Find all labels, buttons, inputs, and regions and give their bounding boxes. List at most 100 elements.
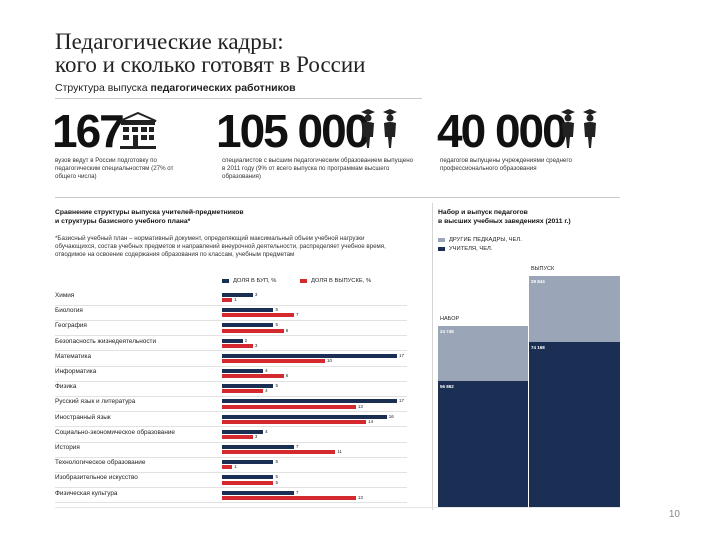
stack-value-teachers: 56 862 [440,383,454,389]
row-separator [55,304,407,306]
comparison-note: *Базисный учебный план – нормативный док… [55,235,386,258]
title-divider [55,98,422,99]
bar-value-label: 5 [275,479,278,485]
bar-value-label: 5 [275,383,278,389]
legend-swatch-red [300,279,307,283]
bar-bup [222,369,264,373]
bar-value-label: 2 [244,337,248,343]
bar-value-label: 6 [285,327,289,333]
vertical-divider [432,203,433,510]
stack-segment-teachers [529,342,620,507]
bar-value-label: 3 [254,342,258,348]
bar-graduation [222,328,284,333]
stat-desc-graduates: специалистов с высшим педагогическим обр… [222,157,414,180]
bar-graduation [222,343,253,348]
bar-graduation [222,359,325,363]
bar-value-label: 7 [296,312,299,318]
stack-segment-teachers [438,380,528,507]
row-separator [55,395,407,397]
page-title: Педагогические кадры: кого и сколько гот… [55,30,366,76]
row-separator [55,350,407,352]
category-label: Социально-экономическое образование [55,428,175,436]
bar-value-label: 7 [296,444,299,449]
row-separator [55,502,407,504]
bar-graduation [222,404,356,409]
recruitment-heading: Набор и выпуск педагогов в высших учебны… [438,209,571,225]
bar-graduation [222,298,233,303]
stats-divider [55,197,620,198]
category-label: Безопасность жизнедеятельности [55,337,157,345]
legend-other-staff: ДРУГИЕ ПЕДКАДРЫ, ЧЕЛ. [438,237,522,243]
bar-value-label: 3 [254,434,258,439]
bar-value-label: 5 [275,474,278,480]
column-category-label: ВЫПУСК [531,266,555,272]
category-label: Иностранный язык [55,413,111,421]
bar-graduation [222,389,264,394]
bar-bup [222,338,243,343]
title-line-1: Педагогические кадры: [55,29,284,54]
row-separator [55,411,407,413]
bar-value-label: 16 [388,413,394,419]
bar-bup [222,460,274,465]
page-number: 10 [668,509,680,520]
column-category-label: НАБОР [440,315,460,322]
legend-teachers: УЧИТЕЛЯ, ЧЕЛ. [438,246,492,252]
bar-value-label: 5 [275,322,278,328]
category-label: География [55,322,87,330]
bar-graduation [222,313,295,318]
bar-graduation [222,495,356,500]
bar-value-label: 11 [337,449,342,455]
legend-bup: ДОЛЯ В БУП, % [222,278,276,284]
legend-swatch-grey [438,238,445,242]
bar-value-label: 13 [357,494,363,500]
bar-bup [222,429,264,434]
bar-graduation [222,465,233,470]
stat-number-universities: 167 [52,105,125,157]
bar-value-label: 3 [254,292,258,297]
category-label: Физика [55,383,77,391]
category-label: История [55,444,80,451]
row-separator [55,335,407,337]
stack-segment-other-staff [529,276,620,343]
bar-value-label: 13 [357,403,363,409]
bar-bup [222,353,397,358]
bar-value-label: 6 [285,373,289,379]
row-separator [55,456,407,458]
graduates-people-icon [361,109,397,148]
subtitle-prefix: Структура выпуска [55,82,151,94]
bar-bup [222,445,295,449]
bar-graduation [222,480,274,485]
bar-bup [222,475,274,480]
subtitle-bold: педагогических работников [150,82,296,94]
bar-value-label: 17 [399,352,405,358]
row-separator [55,487,407,489]
bar-bup [222,323,274,328]
bar-graduation [222,435,253,439]
stack-value-other-staff: 29 844 [531,279,545,284]
row-separator [55,365,407,367]
comparison-heading: Сравнение структуры выпуска учителей-пре… [55,209,244,225]
bar-bup [222,384,274,389]
bar-value-label: 1 [234,297,237,303]
row-separator [55,380,407,382]
title-line-2: кого и сколько готовят в России [55,52,366,77]
stack-value-teachers: 74 168 [531,345,545,351]
bottom-divider [55,507,620,508]
stat-desc-universities: вузов ведут в России подготовку по педаг… [55,157,174,180]
bar-value-label: 4 [265,428,268,434]
category-label: Физическая культура [55,489,118,497]
category-label: Биология [55,307,83,315]
legend-swatch-navy [438,247,445,251]
bar-bup [222,308,274,313]
category-label: Математика [55,352,92,360]
category-label: Изобразительное искусство [55,474,138,482]
bar-value-label: 4 [265,388,268,394]
bar-graduation [222,374,284,379]
legend-swatch-navy [222,279,229,283]
bar-graduation [222,450,336,455]
stat-desc-spo: педагогов выпущены учреждениями среднего… [440,157,572,172]
legend-graduation: ДОЛЯ В ВЫПУСКЕ, % [300,278,371,284]
category-label: Химия [55,292,75,299]
row-separator [55,441,407,443]
bar-bup [222,490,295,495]
